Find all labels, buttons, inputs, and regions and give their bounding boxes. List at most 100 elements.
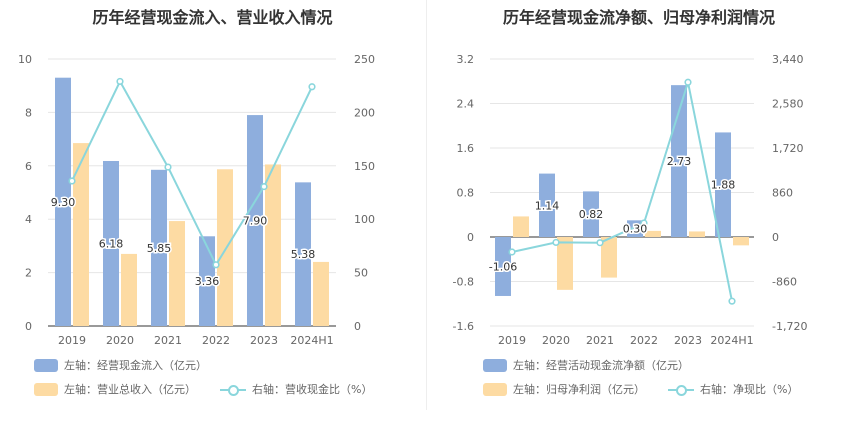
- bar: [689, 231, 705, 237]
- x-tick-label: 2020: [542, 334, 570, 345]
- chart-net-cash-svg: -1.6 -0.8 0 0.8 1.6 2.4 3.2 -1,720 -860 0 860 1,720…: [453, 53, 808, 345]
- line-point: [508, 248, 516, 256]
- bar: [73, 143, 89, 326]
- legend-swatch-bar: [34, 358, 58, 372]
- legend-swatch-bar: [483, 382, 507, 396]
- y-tick-label-left: 0.8: [457, 187, 475, 200]
- x-tick-label: 2022: [202, 334, 230, 345]
- bar: [715, 132, 731, 237]
- bar: [151, 169, 167, 326]
- x-tick-label: 2024H1: [290, 334, 333, 345]
- y-tick-label-right: 100: [354, 213, 375, 226]
- chart-title: 历年经营现金流入、营业收入情况: [92, 8, 333, 27]
- bar: [557, 237, 573, 290]
- bar: [513, 216, 529, 237]
- bar-data-label: -1.06: [489, 260, 517, 273]
- bar-data-label: 5.85: [147, 242, 172, 255]
- bar-data-label: 0.82: [579, 208, 604, 221]
- y-tick-label-left: 6: [25, 160, 32, 173]
- legend-label: 左轴：经营现金流入（亿元）: [64, 359, 207, 372]
- y-tick-label-right: 150: [354, 160, 375, 173]
- legend-item[interactable]: 右轴：净现比（%）: [668, 381, 798, 397]
- bar: [601, 237, 617, 278]
- bar: [55, 77, 71, 326]
- y-tick-label-left: 2: [25, 267, 32, 280]
- y-tick-label-left: 4: [25, 213, 32, 226]
- legend-item[interactable]: 左轴：归母净利润（亿元）: [483, 381, 645, 397]
- bar: [733, 237, 749, 246]
- bar: [217, 169, 233, 326]
- legend-item[interactable]: 左轴：经营现金流入（亿元）: [34, 357, 207, 373]
- y-tick-label-right: 1,720: [772, 142, 804, 155]
- x-tick-label: 2021: [586, 334, 614, 345]
- legend-item[interactable]: 左轴：营业总收入（亿元）: [34, 381, 196, 397]
- bar-data-label: 9.30: [51, 196, 76, 209]
- x-tick-label: 2019: [498, 334, 526, 345]
- y-tick-label-right: 3,440: [772, 53, 804, 66]
- panel-divider: [426, 0, 427, 410]
- y-tick-label-left: 0: [467, 231, 474, 244]
- legend-item[interactable]: 左轴：经营活动现金流净额（亿元）: [483, 357, 689, 373]
- y-tick-label-left: 3.2: [457, 53, 475, 66]
- x-tick-label: 2024H1: [710, 334, 753, 345]
- y-tick-label-right: 2,580: [772, 98, 804, 111]
- line-point: [308, 83, 316, 91]
- line-point: [116, 77, 124, 86]
- y-tick-label-right: 250: [354, 53, 375, 66]
- x-tick-label: 2020: [106, 334, 134, 345]
- bar: [645, 230, 661, 237]
- line-series: [71, 79, 313, 267]
- chart-panel-net-cash: 历年经营现金流净额、归母净利润情况 -1.6 -0.8 0 0.8 1.6 2.4 3.2-…: [428, 0, 850, 437]
- x-tick-label: 2019: [58, 334, 86, 345]
- legend-label: 右轴：净现比（%）: [700, 383, 799, 396]
- line-point: [684, 78, 692, 86]
- y-tick-label-left: 0: [25, 320, 32, 333]
- legend-label: 左轴：经营活动现金流净额（亿元）: [513, 359, 689, 372]
- bar: [199, 236, 215, 326]
- bar: [169, 221, 185, 326]
- bar: [265, 164, 281, 326]
- x-tick-label: 2023: [250, 334, 278, 345]
- y-tick-label-left: -0.8: [453, 276, 474, 289]
- line-point: [728, 297, 736, 305]
- bar: [295, 182, 311, 326]
- y-tick-label-right: 0: [772, 231, 779, 244]
- chart-title: 历年经营现金流净额、归母净利润情况: [502, 8, 775, 27]
- line-point: [596, 239, 604, 247]
- bar-data-label: 5.38: [291, 248, 316, 261]
- y-tick-label-right: 860: [772, 187, 793, 200]
- y-tick-label-right: -860: [772, 276, 797, 289]
- bar-data-label: 1.88: [711, 179, 736, 192]
- legend-swatch-line: [220, 383, 246, 396]
- bar-data-label: 1.14: [535, 199, 560, 212]
- x-tick-label: 2021: [154, 334, 182, 345]
- x-tick-label: 2023: [674, 334, 702, 345]
- y-tick-label-left: 10: [18, 53, 32, 66]
- x-tick-label: 2022: [630, 334, 658, 345]
- line-point: [552, 238, 560, 247]
- bar-data-label: 6.18: [99, 237, 124, 250]
- bar: [313, 261, 329, 326]
- legend-item[interactable]: 右轴：营收现金比（%）: [220, 381, 372, 397]
- y-tick-label-left: 8: [25, 106, 32, 119]
- y-tick-label-left: -1.6: [453, 320, 474, 333]
- legend-swatch-line: [668, 383, 694, 396]
- y-tick-label-right: -1,720: [772, 320, 807, 333]
- y-tick-label-left: 1.6: [457, 142, 475, 155]
- bar-data-label: 3.36: [195, 275, 220, 288]
- bar-data-label: 0.30: [623, 223, 648, 236]
- bar: [103, 160, 119, 326]
- legend-label: 左轴：归母净利润（亿元）: [513, 383, 645, 396]
- line-point: [640, 219, 648, 227]
- line-series: [511, 81, 733, 302]
- bar-data-label: 7.90: [243, 215, 268, 228]
- legend-label: 右轴：营收现金比（%）: [252, 383, 373, 396]
- chart-panel-cash-inflow: 历年经营现金流入、营业收入情况 0 2 4 6 8 10 0 50 100 150 200 250 20…: [18, 8, 375, 397]
- y-tick-label-right: 0: [354, 320, 361, 333]
- line-point: [212, 261, 220, 269]
- bar: [583, 191, 599, 237]
- bar-data-label: 2.73: [667, 155, 692, 168]
- bar: [495, 237, 511, 296]
- bar: [121, 253, 137, 326]
